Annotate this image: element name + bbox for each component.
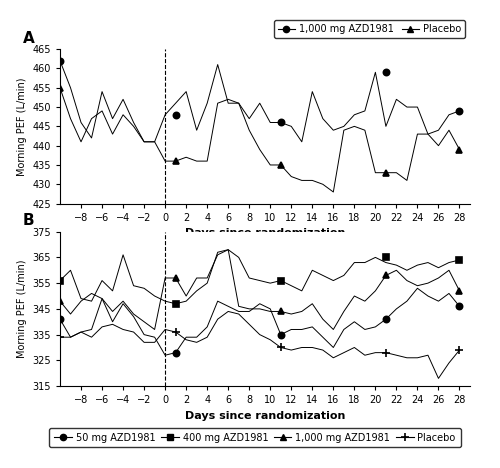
- Text: B: B: [23, 213, 34, 228]
- X-axis label: Days since randomization: Days since randomization: [185, 228, 345, 238]
- Y-axis label: Morning PEF (L/min): Morning PEF (L/min): [17, 77, 27, 176]
- Text: A: A: [23, 30, 35, 45]
- X-axis label: Days since randomization: Days since randomization: [185, 411, 345, 421]
- Y-axis label: Morning PEF (L/min): Morning PEF (L/min): [17, 260, 27, 358]
- Legend: 1,000 mg AZD1981, Placebo: 1,000 mg AZD1981, Placebo: [274, 20, 465, 38]
- Legend: 50 mg AZD1981, 400 mg AZD1981, 1,000 mg AZD1981, Placebo: 50 mg AZD1981, 400 mg AZD1981, 1,000 mg …: [50, 428, 461, 447]
